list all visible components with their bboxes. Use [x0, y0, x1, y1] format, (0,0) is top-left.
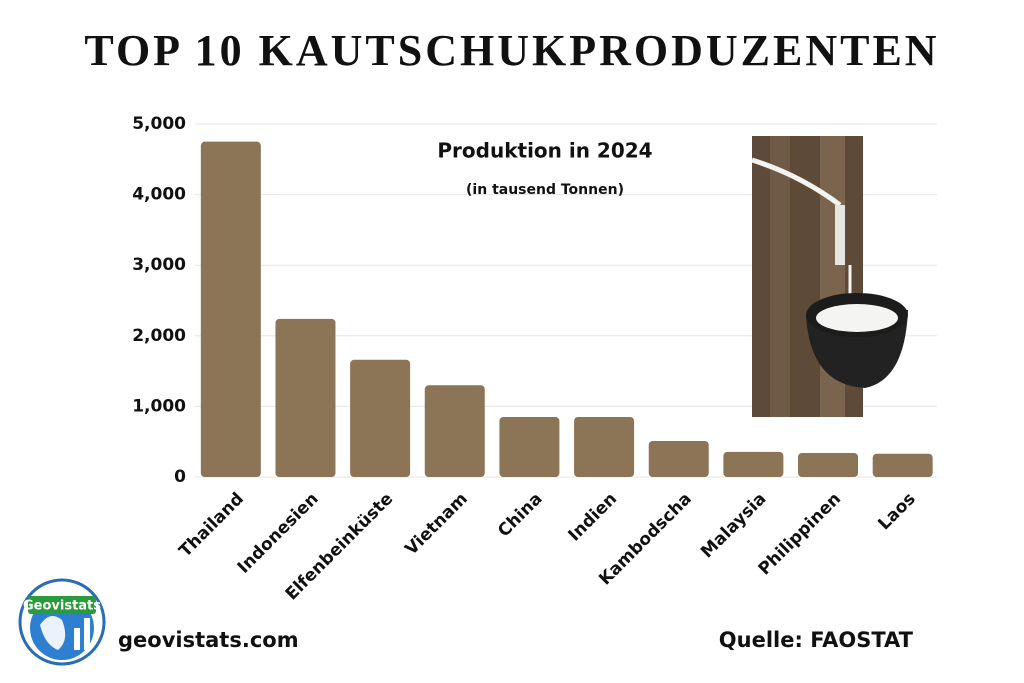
x-tick-label: China	[494, 489, 546, 541]
website: geovistats.com	[118, 628, 299, 652]
bar	[648, 440, 709, 477]
photo	[751, 136, 908, 417]
x-tick-label: Malaysia	[697, 489, 770, 562]
bar	[200, 141, 261, 477]
x-tick-label: Thailand	[175, 489, 248, 562]
logo-text: Geovistats	[23, 599, 101, 614]
bar	[723, 451, 784, 477]
bar	[574, 416, 635, 477]
bar	[872, 453, 933, 477]
logo: Geovistats	[18, 578, 106, 666]
x-tick-label: Laos	[874, 489, 919, 534]
source: Quelle: FAOSTAT	[719, 628, 914, 652]
y-tick-label: 0	[174, 467, 186, 487]
chart-note: (in tausend Tonnen)	[466, 182, 624, 198]
bar	[275, 318, 336, 477]
y-tick-label: 5,000	[132, 114, 186, 134]
chart-title: TOP 10 KAUTSCHUKPRODUZENTEN	[84, 26, 939, 75]
y-tick-label: 2,000	[132, 326, 186, 346]
x-tick-label: Vietnam	[401, 489, 471, 559]
bar	[350, 359, 411, 477]
chart-subtitle: Produktion in 2024	[437, 139, 652, 163]
x-tick-label: Indien	[565, 489, 622, 546]
bar	[499, 416, 560, 477]
bar	[424, 385, 485, 477]
y-tick-label: 1,000	[132, 396, 186, 416]
y-tick-label: 3,000	[132, 255, 186, 275]
y-tick-label: 4,000	[132, 185, 186, 205]
bar	[798, 452, 859, 477]
